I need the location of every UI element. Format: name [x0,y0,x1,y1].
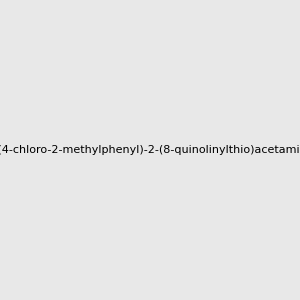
Text: N-(4-chloro-2-methylphenyl)-2-(8-quinolinylthio)acetamide: N-(4-chloro-2-methylphenyl)-2-(8-quinoli… [0,145,300,155]
